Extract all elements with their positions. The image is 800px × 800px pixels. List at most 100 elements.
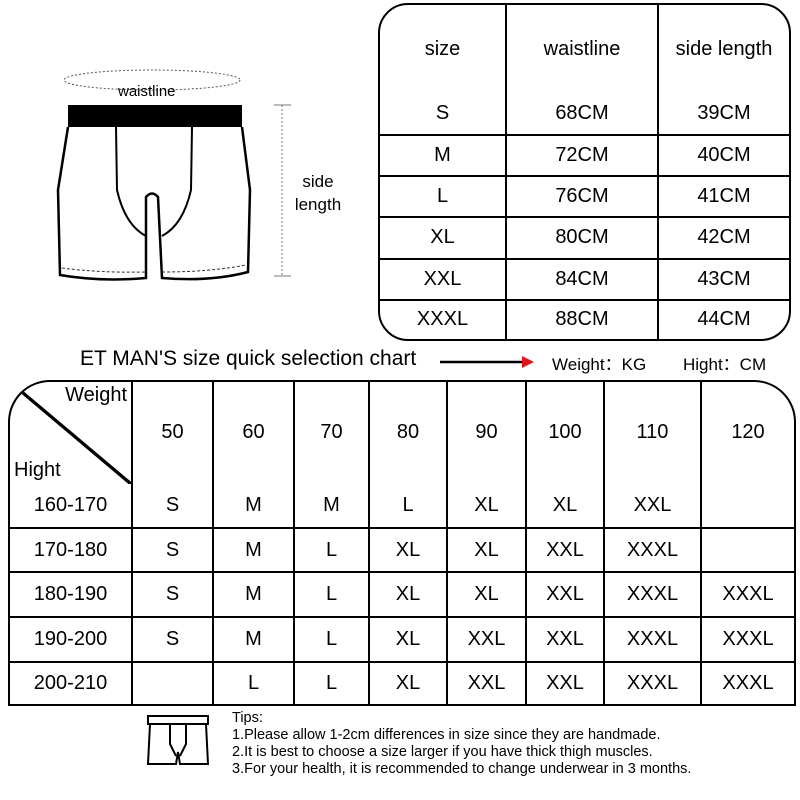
size-cell: [133, 662, 214, 704]
side-length-cell: 41CM: [659, 177, 789, 219]
weight-header: 110: [605, 382, 702, 484]
waistline-cell: 84CM: [507, 259, 659, 301]
weight-header: 60: [214, 382, 295, 484]
arrow-icon: [440, 356, 534, 368]
side-length-cell: 43CM: [659, 260, 789, 301]
size-cell: XL: [380, 218, 507, 260]
waistline-cell: 88CM: [507, 300, 659, 339]
size-cell: XL: [448, 528, 527, 574]
underwear-icon: [146, 715, 210, 765]
size-cell: XL: [370, 618, 448, 663]
size-cell: [702, 529, 794, 574]
size-cell: M: [214, 618, 295, 663]
size-cell: XXL: [527, 528, 605, 574]
weight-axis-label: Weight: [65, 384, 127, 406]
waistline-cell: 72CM: [507, 135, 659, 177]
weight-header: 90: [448, 382, 527, 484]
waistline-label: waistline: [118, 83, 176, 100]
side-length-cell: 39CM: [659, 94, 789, 136]
table-row: S 68CM 39CM: [380, 94, 789, 136]
height-unit: Hight：CM: [683, 355, 767, 374]
side-length-cell: 42CM: [659, 218, 789, 260]
weight-unit: Weight：KG: [552, 355, 647, 374]
side-label: side: [302, 172, 334, 191]
tip-2: 2.It is best to choose a size larger if …: [232, 744, 653, 760]
size-cell: M: [214, 528, 295, 574]
table-row: M 72CM 40CM: [380, 135, 789, 177]
waistline-cell: 76CM: [507, 176, 659, 219]
size-cell: XXL: [527, 573, 605, 619]
header-size: size: [380, 5, 507, 95]
height-cell: 190-200: [10, 618, 133, 663]
table-row: XXL 84CM 43CM: [380, 259, 789, 301]
size-cell: XL: [370, 662, 448, 704]
size-cell: XXXL: [605, 528, 702, 574]
size-cell: S: [133, 618, 214, 663]
table-row: 180-190 S M L XL XL XXL XXXL XXXL: [10, 573, 794, 619]
size-cell: S: [133, 483, 214, 529]
weight-header: 70: [295, 382, 370, 484]
side-length-label: side length: [288, 170, 348, 216]
size-cell: XXXL: [605, 662, 702, 704]
height-cell: 200-210: [10, 662, 133, 704]
chart-caption: ET MAN'S size quick selection chart: [80, 347, 417, 370]
waistband: [68, 105, 242, 127]
size-cell: XXL: [448, 618, 527, 663]
height-cell: 160-170: [10, 483, 133, 529]
size-cell: L: [295, 662, 370, 704]
length-label: length: [294, 195, 342, 214]
size-cell: [702, 484, 794, 529]
size-cell: M: [295, 483, 370, 529]
table-row: 160-170 S M M L XL XL XXL: [10, 483, 794, 529]
size-cell: XL: [527, 483, 605, 529]
size-cell: XXL: [527, 618, 605, 663]
weight-header: 120: [731, 421, 765, 444]
shorts-diagram: [56, 69, 291, 281]
weight-header: 80: [370, 382, 448, 484]
size-cell: L: [295, 573, 370, 619]
weight-header: 50: [133, 382, 214, 484]
height-cell: 170-180: [10, 528, 133, 574]
size-cell: S: [133, 573, 214, 619]
size-cell: L: [295, 618, 370, 663]
table-row: 200-210 L L XL XXL XXL XXXL XXXL: [10, 662, 794, 704]
size-cell: XXXL: [702, 618, 794, 663]
size-cell: XXXL: [702, 573, 794, 619]
size-cell: XXXL: [605, 618, 702, 663]
size-cell: XXL: [448, 662, 527, 704]
header-side-length: side length: [675, 38, 773, 61]
waistline-cell: 68CM: [507, 94, 659, 136]
size-cell: L: [295, 528, 370, 574]
size-cell: XL: [370, 573, 448, 619]
size-cell: XXXL: [380, 300, 507, 339]
height-cell: 180-190: [10, 573, 133, 619]
height-axis-label: Hight: [14, 458, 61, 481]
waistline-ellipse: [63, 69, 241, 91]
size-cell: M: [380, 135, 507, 177]
size-cell: XXL: [527, 662, 605, 704]
size-cell: XL: [448, 573, 527, 619]
measurement-table: size waistline side length S 68CM 39CM M 72C…: [378, 3, 791, 341]
weight-header: 100: [527, 382, 605, 484]
size-cell: XL: [448, 483, 527, 529]
tip-3: 3.For your health, it is recommended to …: [232, 761, 692, 777]
side-length-cell: 44CM: [697, 308, 751, 331]
size-selection-table: Weight Hight 50 60 70 80 90 100 110 120 160-170…: [8, 380, 796, 706]
table-row: 190-200 S M L XL XXL XXL XXXL XXXL: [10, 618, 794, 663]
table-row: XXXL 88CM 44CM: [380, 300, 789, 339]
size-cell: S: [380, 94, 507, 136]
size-cell: L: [380, 176, 507, 219]
side-length-cell: 40CM: [659, 136, 789, 177]
size-cell: XXXL: [722, 671, 774, 694]
tip-1: 1.Please allow 1-2cm differences in size…: [232, 727, 661, 743]
size-cell: M: [214, 573, 295, 619]
tips-title: Tips:: [232, 710, 263, 726]
size-cell: M: [214, 483, 295, 529]
header-waistline: waistline: [507, 5, 659, 95]
tips: Tips: 1.Please allow 1-2cm differences i…: [232, 710, 691, 778]
size-cell: XXXL: [605, 573, 702, 619]
size-cell: S: [133, 528, 214, 574]
size-cell: L: [214, 662, 295, 704]
size-cell: L: [370, 483, 448, 529]
table-row: 170-180 S M L XL XL XXL XXXL: [10, 528, 794, 574]
